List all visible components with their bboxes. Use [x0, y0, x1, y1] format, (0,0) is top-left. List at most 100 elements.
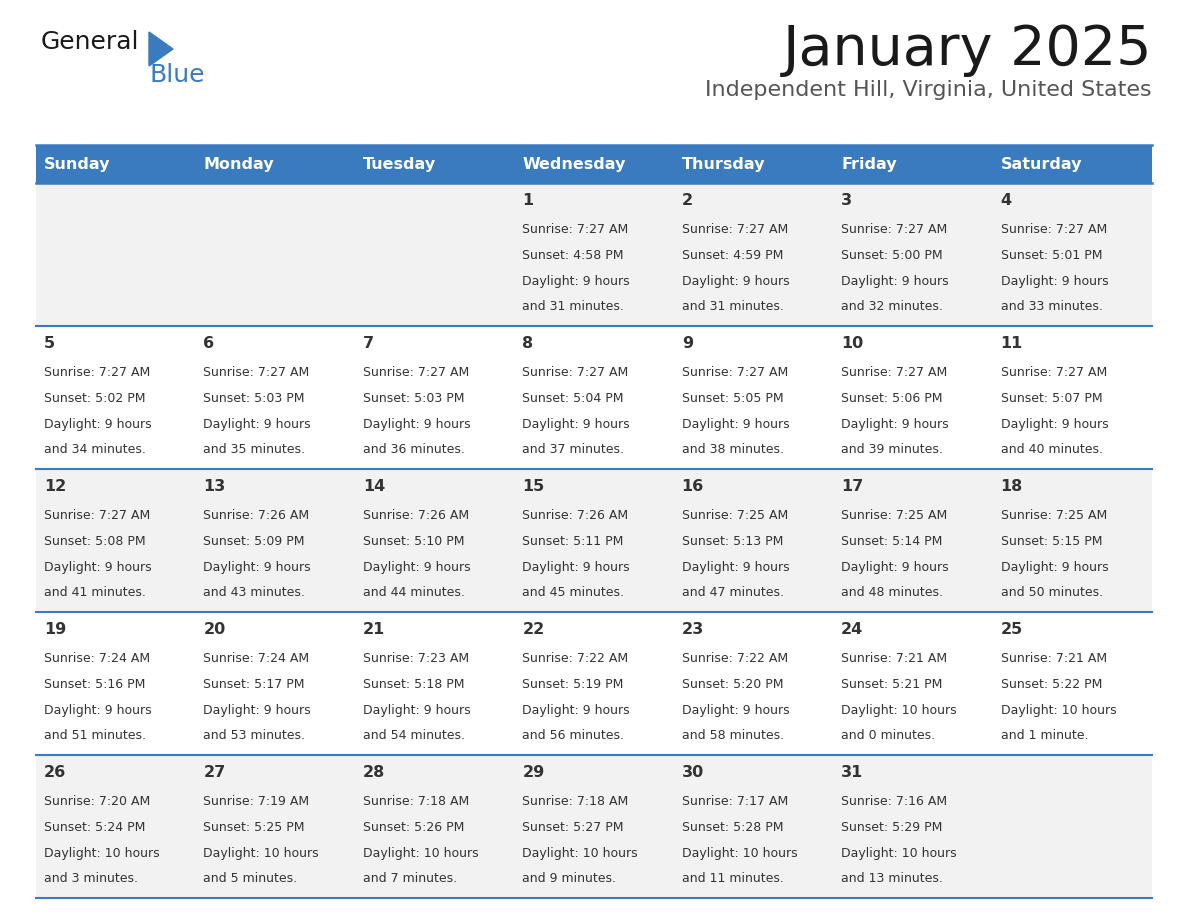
- Text: 10: 10: [841, 336, 864, 351]
- Text: Daylight: 9 hours: Daylight: 9 hours: [1000, 561, 1108, 574]
- Text: and 0 minutes.: and 0 minutes.: [841, 729, 935, 743]
- Text: Daylight: 9 hours: Daylight: 9 hours: [682, 561, 789, 574]
- Text: and 38 minutes.: and 38 minutes.: [682, 443, 784, 456]
- Text: Sunset: 5:20 PM: Sunset: 5:20 PM: [682, 677, 783, 690]
- Text: 3: 3: [841, 193, 852, 208]
- Text: 7: 7: [362, 336, 374, 351]
- Text: Daylight: 9 hours: Daylight: 9 hours: [523, 561, 630, 574]
- Text: 26: 26: [44, 765, 67, 780]
- Text: Daylight: 10 hours: Daylight: 10 hours: [1000, 703, 1117, 717]
- Text: Sunrise: 7:21 AM: Sunrise: 7:21 AM: [841, 652, 947, 665]
- Text: 25: 25: [1000, 622, 1023, 637]
- Text: Sunrise: 7:22 AM: Sunrise: 7:22 AM: [523, 652, 628, 665]
- Text: 19: 19: [44, 622, 67, 637]
- Text: Sunrise: 7:27 AM: Sunrise: 7:27 AM: [203, 366, 310, 379]
- Text: Sunset: 5:28 PM: Sunset: 5:28 PM: [682, 821, 783, 834]
- Text: Sunset: 5:02 PM: Sunset: 5:02 PM: [44, 392, 145, 405]
- Text: Sunrise: 7:27 AM: Sunrise: 7:27 AM: [841, 223, 947, 236]
- Text: Daylight: 9 hours: Daylight: 9 hours: [523, 274, 630, 287]
- Text: 22: 22: [523, 622, 544, 637]
- Text: and 31 minutes.: and 31 minutes.: [523, 300, 624, 313]
- Text: and 48 minutes.: and 48 minutes.: [841, 587, 943, 599]
- Text: Daylight: 9 hours: Daylight: 9 hours: [841, 561, 949, 574]
- Text: Blue: Blue: [148, 63, 204, 87]
- Text: and 39 minutes.: and 39 minutes.: [841, 443, 943, 456]
- Text: Sunrise: 7:26 AM: Sunrise: 7:26 AM: [523, 509, 628, 522]
- Text: 5: 5: [44, 336, 55, 351]
- Text: 24: 24: [841, 622, 864, 637]
- Text: Sunrise: 7:25 AM: Sunrise: 7:25 AM: [1000, 509, 1107, 522]
- Text: Daylight: 10 hours: Daylight: 10 hours: [203, 846, 320, 859]
- Text: Daylight: 9 hours: Daylight: 9 hours: [523, 703, 630, 717]
- Text: Sunset: 5:24 PM: Sunset: 5:24 PM: [44, 821, 145, 834]
- Bar: [36, 612, 1152, 755]
- Text: and 3 minutes.: and 3 minutes.: [44, 872, 138, 885]
- Text: Sunset: 5:05 PM: Sunset: 5:05 PM: [682, 392, 783, 405]
- Text: Sunrise: 7:20 AM: Sunrise: 7:20 AM: [44, 795, 150, 808]
- Text: Sunset: 5:07 PM: Sunset: 5:07 PM: [1000, 392, 1102, 405]
- Text: 11: 11: [1000, 336, 1023, 351]
- Text: Sunrise: 7:26 AM: Sunrise: 7:26 AM: [203, 509, 310, 522]
- Text: Sunrise: 7:21 AM: Sunrise: 7:21 AM: [1000, 652, 1107, 665]
- Text: Daylight: 10 hours: Daylight: 10 hours: [841, 703, 956, 717]
- Text: 9: 9: [682, 336, 693, 351]
- Text: 29: 29: [523, 765, 544, 780]
- Text: Sunset: 5:06 PM: Sunset: 5:06 PM: [841, 392, 942, 405]
- Text: Sunrise: 7:27 AM: Sunrise: 7:27 AM: [44, 509, 150, 522]
- Text: Sunset: 5:18 PM: Sunset: 5:18 PM: [362, 677, 465, 690]
- Bar: [36, 326, 1152, 469]
- Text: Sunset: 5:04 PM: Sunset: 5:04 PM: [523, 392, 624, 405]
- Text: and 51 minutes.: and 51 minutes.: [44, 729, 146, 743]
- Text: Sunrise: 7:25 AM: Sunrise: 7:25 AM: [841, 509, 947, 522]
- Text: Daylight: 9 hours: Daylight: 9 hours: [203, 703, 311, 717]
- Text: Sunrise: 7:23 AM: Sunrise: 7:23 AM: [362, 652, 469, 665]
- Text: 4: 4: [1000, 193, 1012, 208]
- Text: Sunset: 5:27 PM: Sunset: 5:27 PM: [523, 821, 624, 834]
- Text: Sunset: 5:08 PM: Sunset: 5:08 PM: [44, 535, 146, 548]
- Text: and 45 minutes.: and 45 minutes.: [523, 587, 624, 599]
- Text: Daylight: 10 hours: Daylight: 10 hours: [362, 846, 479, 859]
- Text: Daylight: 9 hours: Daylight: 9 hours: [362, 418, 470, 431]
- Text: Sunset: 5:16 PM: Sunset: 5:16 PM: [44, 677, 145, 690]
- Text: Sunset: 5:26 PM: Sunset: 5:26 PM: [362, 821, 465, 834]
- Text: 20: 20: [203, 622, 226, 637]
- Text: Sunrise: 7:27 AM: Sunrise: 7:27 AM: [362, 366, 469, 379]
- Text: and 58 minutes.: and 58 minutes.: [682, 729, 784, 743]
- Text: Sunday: Sunday: [44, 156, 110, 172]
- Text: Sunrise: 7:27 AM: Sunrise: 7:27 AM: [1000, 366, 1107, 379]
- Text: Sunset: 5:15 PM: Sunset: 5:15 PM: [1000, 535, 1102, 548]
- Text: Daylight: 9 hours: Daylight: 9 hours: [44, 561, 152, 574]
- Text: Independent Hill, Virginia, United States: Independent Hill, Virginia, United State…: [706, 80, 1152, 100]
- Text: 27: 27: [203, 765, 226, 780]
- Text: Sunrise: 7:16 AM: Sunrise: 7:16 AM: [841, 795, 947, 808]
- Text: Daylight: 9 hours: Daylight: 9 hours: [362, 561, 470, 574]
- Text: 13: 13: [203, 479, 226, 494]
- Text: Sunset: 5:11 PM: Sunset: 5:11 PM: [523, 535, 624, 548]
- Text: and 7 minutes.: and 7 minutes.: [362, 872, 457, 885]
- Text: and 37 minutes.: and 37 minutes.: [523, 443, 624, 456]
- Text: Daylight: 9 hours: Daylight: 9 hours: [203, 418, 311, 431]
- Text: Sunrise: 7:27 AM: Sunrise: 7:27 AM: [523, 223, 628, 236]
- Text: Sunset: 4:59 PM: Sunset: 4:59 PM: [682, 249, 783, 262]
- Text: Daylight: 9 hours: Daylight: 9 hours: [1000, 274, 1108, 287]
- Text: Daylight: 10 hours: Daylight: 10 hours: [682, 846, 797, 859]
- Text: and 5 minutes.: and 5 minutes.: [203, 872, 297, 885]
- Text: Daylight: 10 hours: Daylight: 10 hours: [841, 846, 956, 859]
- Text: and 47 minutes.: and 47 minutes.: [682, 587, 784, 599]
- Text: and 54 minutes.: and 54 minutes.: [362, 729, 465, 743]
- Bar: [674, 145, 833, 183]
- Text: Sunset: 5:19 PM: Sunset: 5:19 PM: [523, 677, 624, 690]
- Text: General: General: [42, 30, 139, 54]
- Text: 1: 1: [523, 193, 533, 208]
- Text: Daylight: 9 hours: Daylight: 9 hours: [203, 561, 311, 574]
- Text: and 44 minutes.: and 44 minutes.: [362, 587, 465, 599]
- Text: Sunrise: 7:22 AM: Sunrise: 7:22 AM: [682, 652, 788, 665]
- Text: Sunset: 5:22 PM: Sunset: 5:22 PM: [1000, 677, 1102, 690]
- Polygon shape: [148, 32, 173, 66]
- Text: and 31 minutes.: and 31 minutes.: [682, 300, 784, 313]
- Text: and 56 minutes.: and 56 minutes.: [523, 729, 624, 743]
- Text: and 36 minutes.: and 36 minutes.: [362, 443, 465, 456]
- Text: Sunrise: 7:18 AM: Sunrise: 7:18 AM: [523, 795, 628, 808]
- Text: and 50 minutes.: and 50 minutes.: [1000, 587, 1102, 599]
- Text: and 43 minutes.: and 43 minutes.: [203, 587, 305, 599]
